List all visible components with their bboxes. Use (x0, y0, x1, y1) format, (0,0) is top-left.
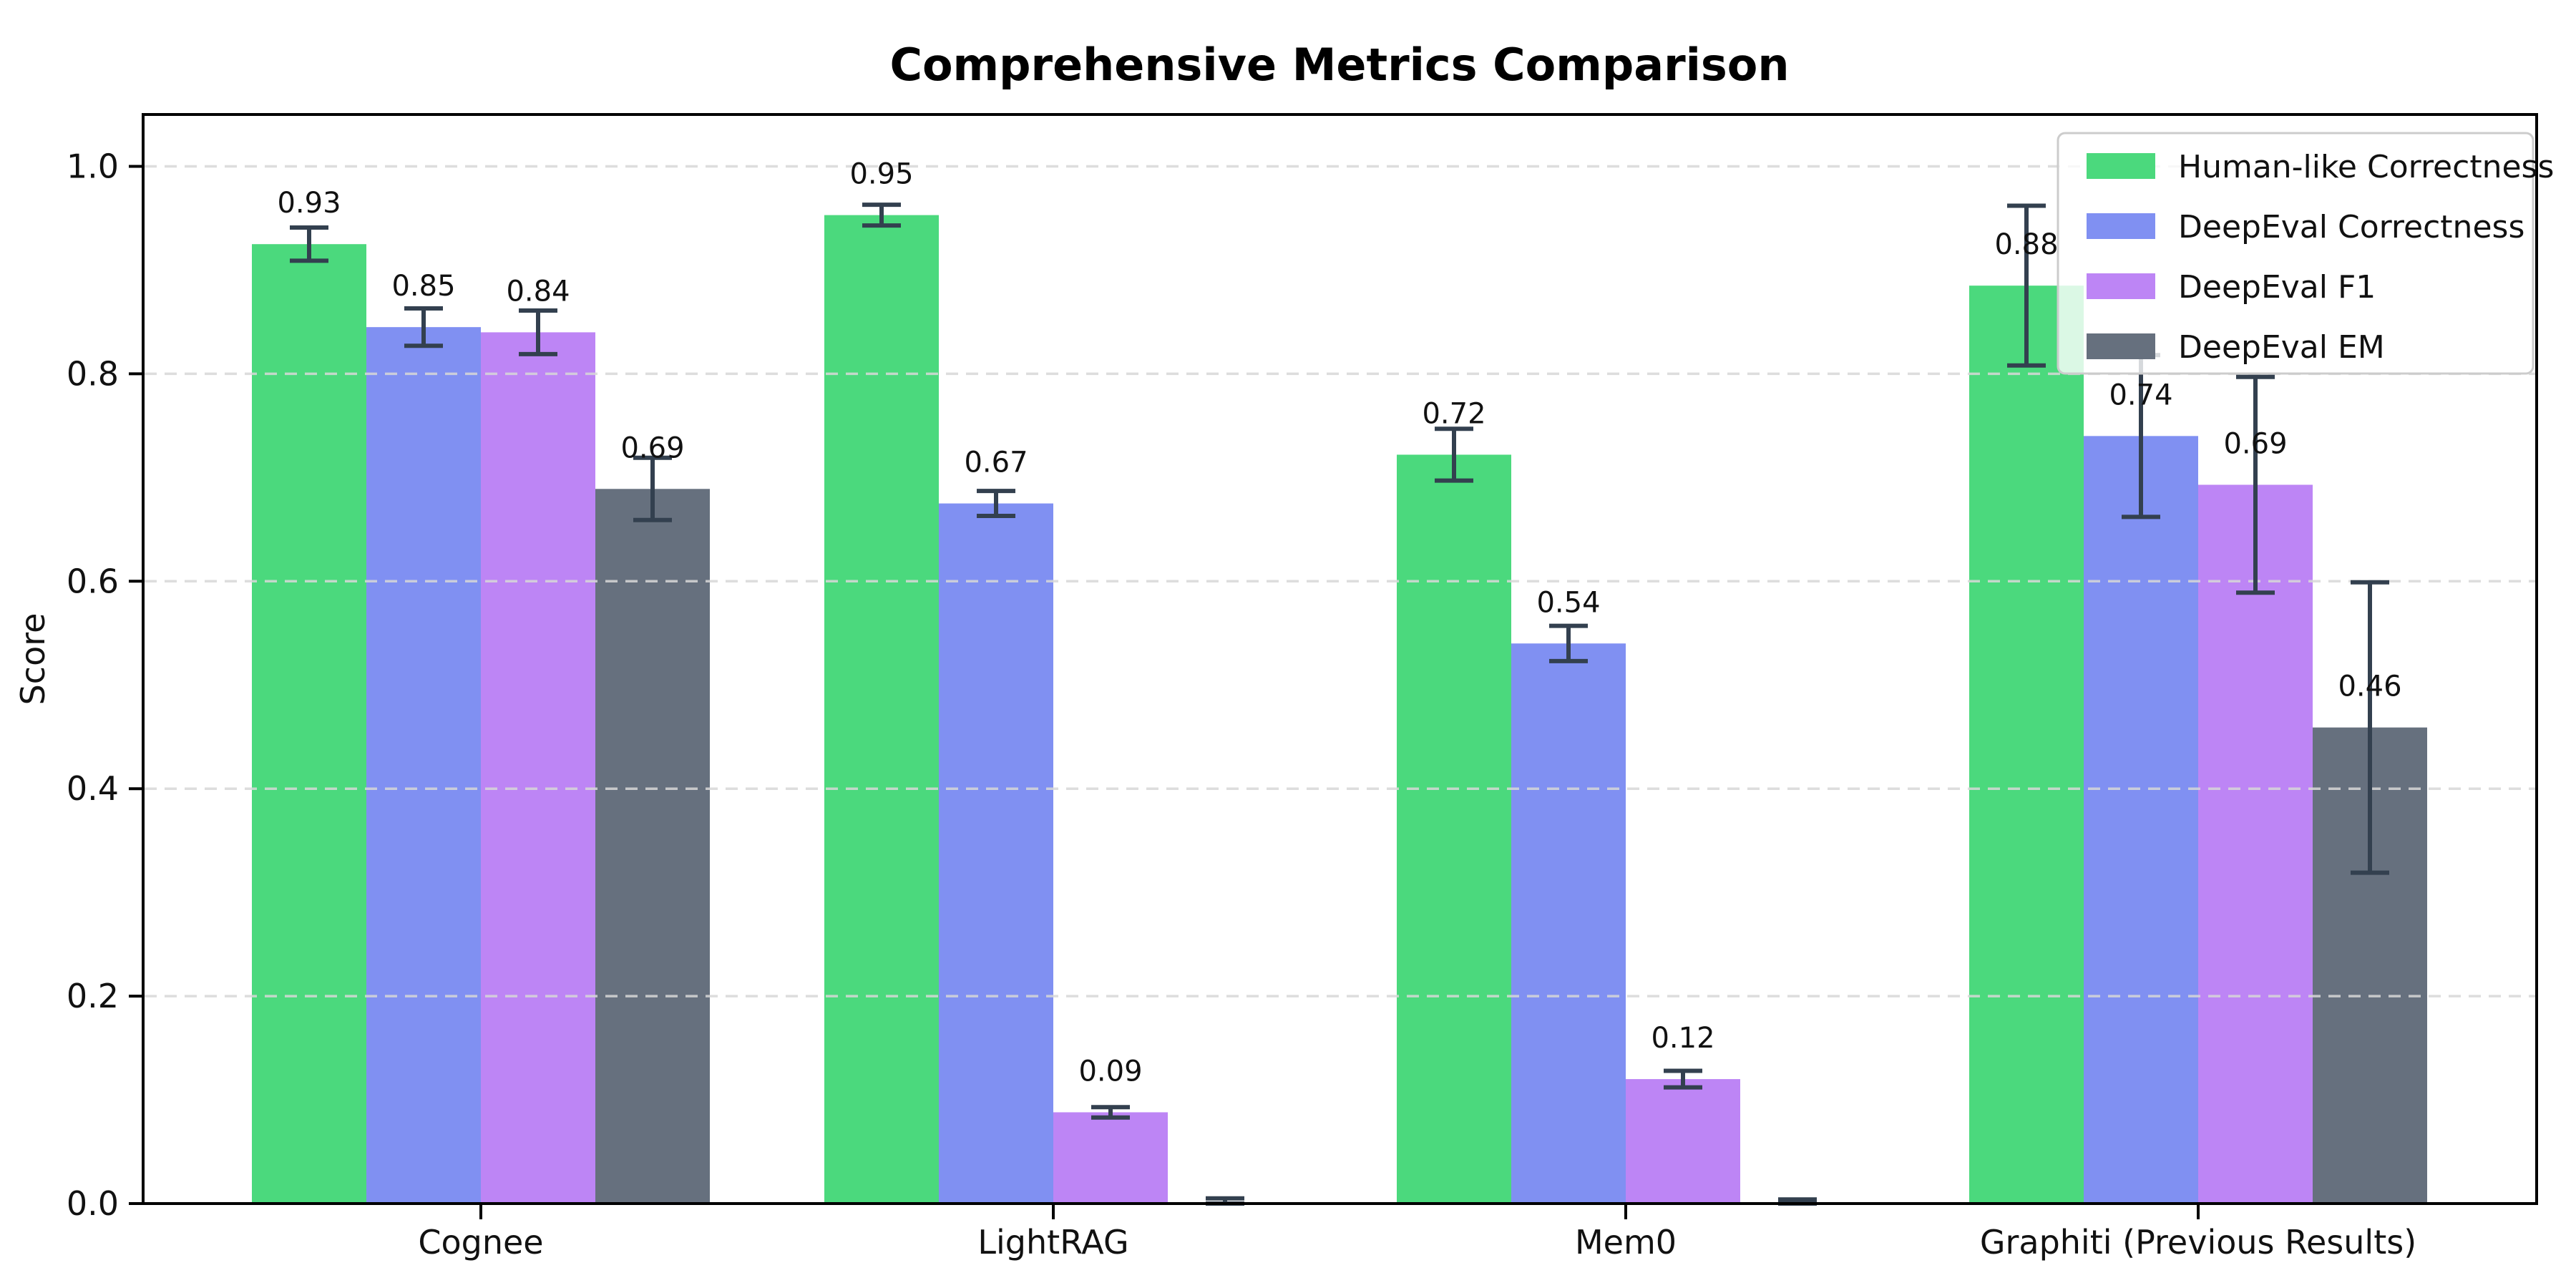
error-bar-graphiti-previous-results-deepeval-em (2351, 580, 2389, 875)
legend: Human-like Correctness DeepEval Correctne… (2057, 132, 2554, 375)
x-tick-label-cognee: Cognee (418, 1223, 543, 1262)
y-tick-label-0.6: 0.6 (67, 562, 119, 600)
axes-spines (142, 113, 2538, 1205)
bar-cognee-deepeval-em (595, 489, 710, 1204)
axes-layer (142, 113, 2538, 1205)
value-label-cognee-deepeval-f1: 0.84 (506, 275, 570, 308)
error-bar-mem0-human-like-correctness (1435, 426, 1473, 483)
value-label-graphiti-previous-results-deepeval-correctness: 0.74 (2109, 379, 2172, 411)
y-tick-label-0.0: 0.0 (67, 1184, 119, 1223)
error-bar-lightrag-deepeval-correctness (977, 489, 1015, 518)
error-bar-graphiti-previous-results-deepeval-f1 (2236, 374, 2275, 595)
x-tick-label-mem0: Mem0 (1575, 1223, 1677, 1262)
value-label-cognee-deepeval-correctness: 0.85 (391, 270, 455, 303)
value-label-mem0-deepeval-correctness: 0.54 (1536, 586, 1600, 619)
error-bar-mem0-deepeval-f1 (1664, 1068, 1702, 1090)
y-tick-label-0.2: 0.2 (67, 977, 119, 1015)
y-tick-label-0.4: 0.4 (67, 769, 119, 808)
error-bar-cognee-deepeval-correctness (404, 306, 443, 348)
legend-box (2057, 132, 2534, 375)
bar-mem0-deepeval-correctness (1511, 643, 1626, 1204)
error-bars-layer (290, 203, 2389, 1206)
value-label-mem0-human-like-correctness: 0.72 (1422, 397, 1485, 430)
bar-cognee-human-like-correctness (252, 244, 366, 1204)
value-label-mem0-deepeval-f1: 0.12 (1651, 1022, 1714, 1055)
bar-graphiti-previous-results-human-like-correctness (1969, 286, 2084, 1204)
error-bar-graphiti-previous-results-human-like-correctness (2007, 203, 2046, 368)
bar-mem0-deepeval-f1 (1626, 1079, 1740, 1204)
y-tick-label-0.8: 0.8 (67, 354, 119, 393)
value-label-graphiti-previous-results-human-like-correctness: 0.88 (1994, 228, 2058, 261)
bar-lightrag-deepeval-correctness (939, 503, 1053, 1204)
chart-title: Comprehensive Metrics Comparison (889, 39, 1789, 91)
legend-swatch-human-like-correctness (2087, 153, 2155, 179)
value-label-graphiti-previous-results-deepeval-em: 0.46 (2338, 670, 2401, 703)
bar-graphiti-previous-results-deepeval-correctness (2084, 436, 2198, 1204)
value-label-lightrag-deepeval-f1: 0.09 (1078, 1055, 1142, 1088)
error-bar-cognee-deepeval-f1 (519, 308, 557, 356)
tick-labels-layer: 0.0 0.2 0.4 0.6 0.8 1.0 Cognee LightRAG Mem0 Grap… (67, 147, 2416, 1262)
legend-label-deepeval-correctness: DeepEval Correctness (2178, 209, 2524, 245)
legend-label-deepeval-f1: DeepEval F1 (2178, 269, 2376, 306)
bar-cognee-deepeval-correctness (366, 327, 481, 1204)
value-labels-layer: 0.93 0.95 0.72 0.88 0.85 0.67 0.54 0.74 0.84 0.09… (277, 158, 2401, 1088)
legend-label-deepeval-em: DeepEval EM (2178, 329, 2385, 366)
error-bar-mem0-deepeval-correctness (1549, 623, 1588, 663)
value-label-graphiti-previous-results-deepeval-f1: 0.69 (2223, 427, 2287, 460)
value-label-lightrag-deepeval-correctness: 0.67 (964, 447, 1028, 479)
error-bar-lightrag-human-like-correctness (862, 203, 901, 228)
x-tick-label-graphiti-previous-results: Graphiti (Previous Results) (1980, 1223, 2416, 1262)
error-bar-cognee-deepeval-em (633, 455, 672, 522)
bar-graphiti-previous-results-deepeval-f1 (2198, 484, 2313, 1204)
error-bar-lightrag-deepeval-f1 (1091, 1105, 1130, 1120)
bars-layer (252, 215, 2427, 1204)
bar-lightrag-human-like-correctness (824, 215, 939, 1204)
legend-label-human-like-correctness: Human-like Correctness (2178, 149, 2554, 185)
legend-swatch-deepeval-em (2087, 333, 2155, 359)
x-tick-label-lightrag: LightRAG (977, 1223, 1128, 1262)
legend-swatch-deepeval-correctness (2087, 213, 2155, 239)
error-bar-cognee-human-like-correctness (290, 225, 328, 263)
legend-swatch-deepeval-f1 (2087, 273, 2155, 299)
bar-cognee-deepeval-f1 (481, 332, 595, 1204)
value-label-lightrag-human-like-correctness: 0.95 (849, 158, 913, 191)
value-label-cognee-deepeval-em: 0.69 (620, 431, 684, 464)
y-axis-label: Score (14, 613, 52, 706)
bar-lightrag-deepeval-f1 (1053, 1112, 1168, 1204)
y-tick-label-1.0: 1.0 (67, 147, 119, 185)
value-label-cognee-human-like-correctness: 0.93 (277, 187, 341, 220)
bar-mem0-human-like-correctness (1397, 454, 1511, 1204)
